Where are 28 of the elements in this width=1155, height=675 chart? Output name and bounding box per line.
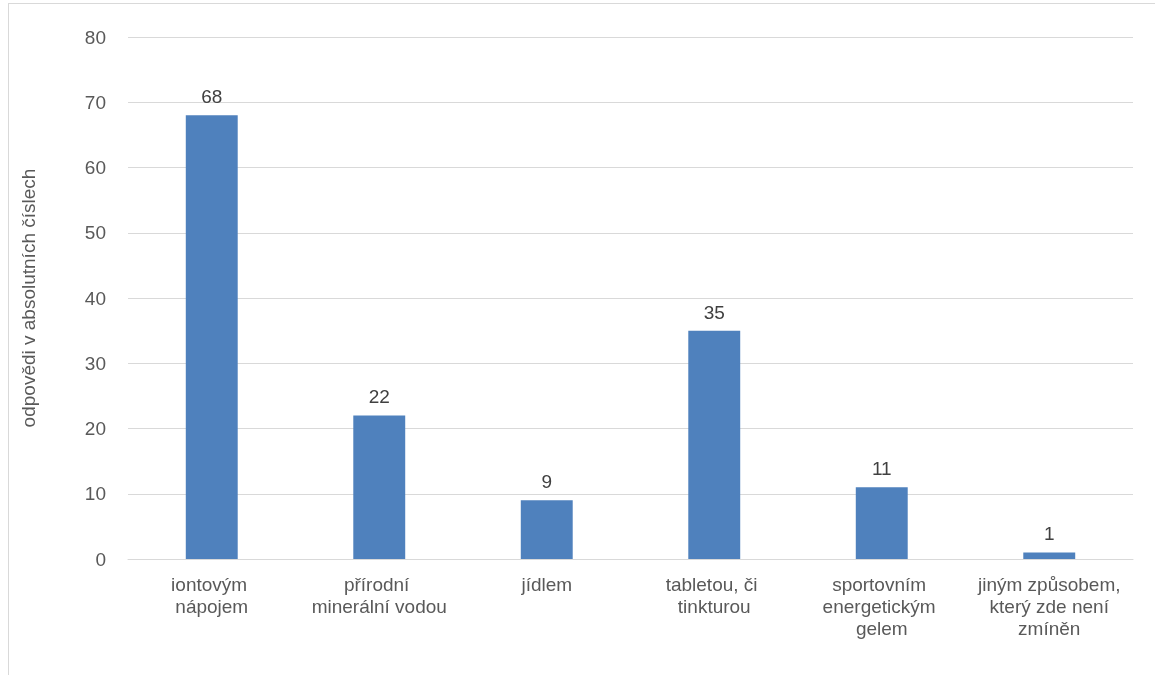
y-tick-label: 20 bbox=[84, 418, 106, 439]
y-tick-label: 50 bbox=[84, 222, 106, 244]
y-tick-label: 60 bbox=[84, 157, 106, 178]
bar bbox=[353, 415, 406, 559]
bar bbox=[855, 487, 908, 559]
bar bbox=[185, 115, 238, 559]
data-label: 68 bbox=[201, 86, 223, 108]
bar bbox=[1023, 552, 1076, 559]
y-axis-title: odpovědi v absolutních číslech bbox=[18, 168, 39, 428]
bar bbox=[520, 500, 573, 559]
x-tick-label: jídlem bbox=[520, 573, 573, 595]
y-tick-label: 30 bbox=[84, 352, 106, 374]
x-tick-label: přírodní minerální vodou bbox=[311, 573, 447, 617]
y-tick-label: 10 bbox=[84, 483, 106, 505]
x-tick-label: jiným způsobem, který zde není zmíněn bbox=[976, 573, 1121, 639]
data-label: 22 bbox=[368, 386, 390, 408]
data-label: 1 bbox=[1043, 523, 1055, 545]
data-label: 9 bbox=[541, 471, 553, 493]
y-tick-label: 80 bbox=[84, 26, 106, 48]
bar bbox=[688, 330, 741, 559]
data-label: 35 bbox=[703, 301, 725, 323]
x-tick-label: iontovým nápojem bbox=[171, 573, 253, 617]
y-tick-label: 0 bbox=[95, 548, 106, 570]
x-tick-label: sportovním energetickým gelem bbox=[822, 573, 941, 639]
y-tick-label: 40 bbox=[84, 287, 106, 309]
x-tick-label: tabletou, či tinkturou bbox=[665, 573, 763, 617]
data-label: 11 bbox=[871, 458, 892, 480]
y-tick-label: 70 bbox=[84, 91, 106, 113]
